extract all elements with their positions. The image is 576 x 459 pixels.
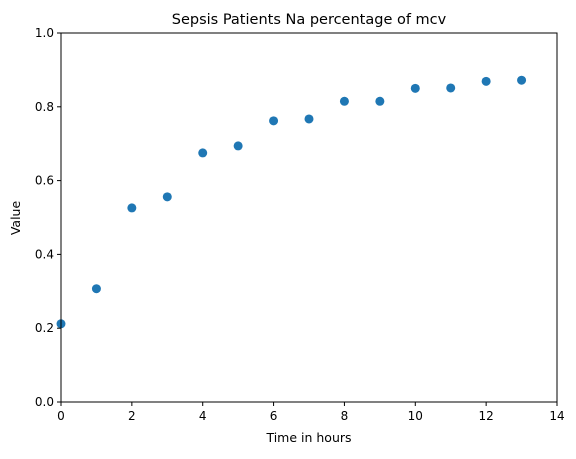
y-tick-label: 1.0: [35, 26, 54, 40]
y-tick-label: 0.2: [35, 321, 54, 335]
x-axis-ticks: 0 2 4 6 8 10 12 14: [57, 402, 565, 423]
y-axis-label: Value: [8, 201, 23, 236]
x-axis-label: Time in hours: [265, 430, 351, 445]
x-tick-label: 2: [128, 409, 136, 423]
x-tick-label: 14: [549, 409, 564, 423]
scatter-point: [339, 96, 349, 106]
scatter-point: [304, 114, 314, 124]
y-tick-label: 0.6: [35, 174, 54, 188]
x-tick-label: 6: [270, 409, 278, 423]
x-tick-label: 10: [408, 409, 423, 423]
scatter-point: [446, 83, 456, 93]
x-tick-label: 8: [341, 409, 349, 423]
scatter-point: [410, 83, 420, 93]
chart-title: Sepsis Patients Na percentage of mcv: [172, 12, 447, 28]
scatter-point: [127, 203, 137, 213]
y-tick-label: 0.8: [35, 100, 54, 114]
x-tick-label: 12: [479, 409, 494, 423]
scatter-point: [517, 75, 527, 85]
y-tick-label: 0.0: [35, 395, 54, 409]
scatter-point: [91, 284, 101, 294]
scatter-point: [198, 148, 208, 158]
x-tick-label: 0: [57, 409, 65, 423]
scatter-point: [269, 116, 279, 126]
plot-marks: [56, 75, 527, 329]
scatter-point: [375, 96, 385, 106]
scatter-point: [233, 141, 243, 151]
y-axis-ticks: 0.0 0.2 0.4 0.6 0.8 1.0: [35, 26, 61, 409]
plot-frame: [60, 32, 558, 403]
scatter-point: [162, 192, 172, 202]
scatter-point: [481, 76, 491, 86]
y-tick-label: 0.4: [35, 247, 54, 261]
x-tick-label: 4: [199, 409, 207, 423]
